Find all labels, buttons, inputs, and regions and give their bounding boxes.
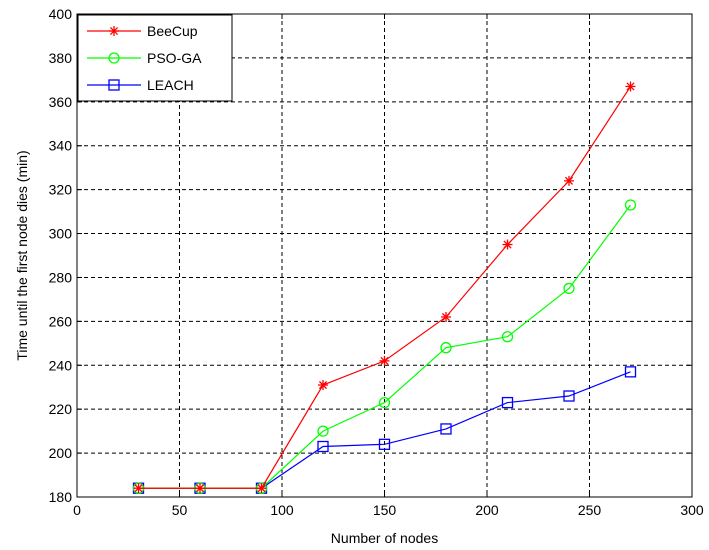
y-tick-label: 240 [49, 357, 73, 373]
x-tick-label: 250 [578, 502, 602, 518]
x-tick-label: 200 [475, 502, 499, 518]
y-tick-label: 340 [49, 138, 73, 154]
star-marker [502, 239, 513, 250]
axis-ticks: 0 50 100 150 200 250 300 180 200 220 240 260 280 300 3… [49, 6, 704, 518]
circle-marker [501, 331, 514, 343]
y-axis-label: Time until the first node dies (min) [14, 150, 30, 360]
y-tick-label: 400 [49, 6, 73, 22]
circle-marker [440, 342, 452, 354]
star-marker [441, 311, 451, 322]
square-marker [440, 423, 452, 435]
series-layer [132, 81, 637, 494]
square-marker [317, 440, 329, 453]
square-marker [501, 396, 514, 409]
legend-label: LEACH [147, 77, 194, 93]
y-tick-label: 260 [49, 313, 73, 329]
series-beecup [133, 81, 636, 494]
grid-lines [77, 14, 692, 497]
star-marker [109, 26, 119, 36]
star-marker [625, 81, 636, 92]
circle-marker [563, 282, 575, 295]
y-tick-label: 380 [49, 50, 73, 66]
plot-frame [76, 13, 693, 498]
star-marker [195, 483, 205, 494]
square-marker [108, 79, 120, 91]
legend-item: LEACH [87, 77, 194, 93]
square-marker [624, 366, 637, 378]
circle-marker [624, 199, 637, 211]
star-marker [133, 483, 144, 494]
legend: BeeCup PSO-GA LEACH [77, 14, 233, 102]
y-tick-label: 280 [49, 269, 73, 285]
star-marker [318, 380, 328, 391]
circle-marker [378, 396, 391, 409]
y-tick-label: 220 [49, 401, 73, 417]
legend-label: PSO-GA [147, 50, 202, 66]
y-tick-label: 320 [49, 182, 73, 198]
legend-label: BeeCup [147, 23, 198, 39]
circle-marker [317, 425, 329, 437]
y-tick-label: 300 [49, 226, 73, 242]
square-marker [563, 390, 575, 402]
square-marker [378, 438, 391, 450]
circle-marker [108, 52, 120, 64]
y-tick-label: 200 [49, 445, 73, 461]
x-axis-label: Number of nodes [331, 530, 438, 546]
star-marker [379, 355, 390, 366]
star-marker [564, 175, 574, 186]
star-marker [256, 483, 267, 494]
legend-item: PSO-GA [87, 50, 202, 66]
x-tick-label: 50 [172, 502, 188, 518]
x-tick-label: 100 [270, 502, 294, 518]
x-tick-label: 0 [73, 502, 81, 518]
y-tick-label: 180 [49, 489, 73, 505]
legend-item: BeeCup [87, 23, 198, 39]
x-tick-label: 150 [373, 502, 397, 518]
y-tick-label: 360 [49, 94, 73, 110]
x-tick-label: 300 [680, 502, 704, 518]
